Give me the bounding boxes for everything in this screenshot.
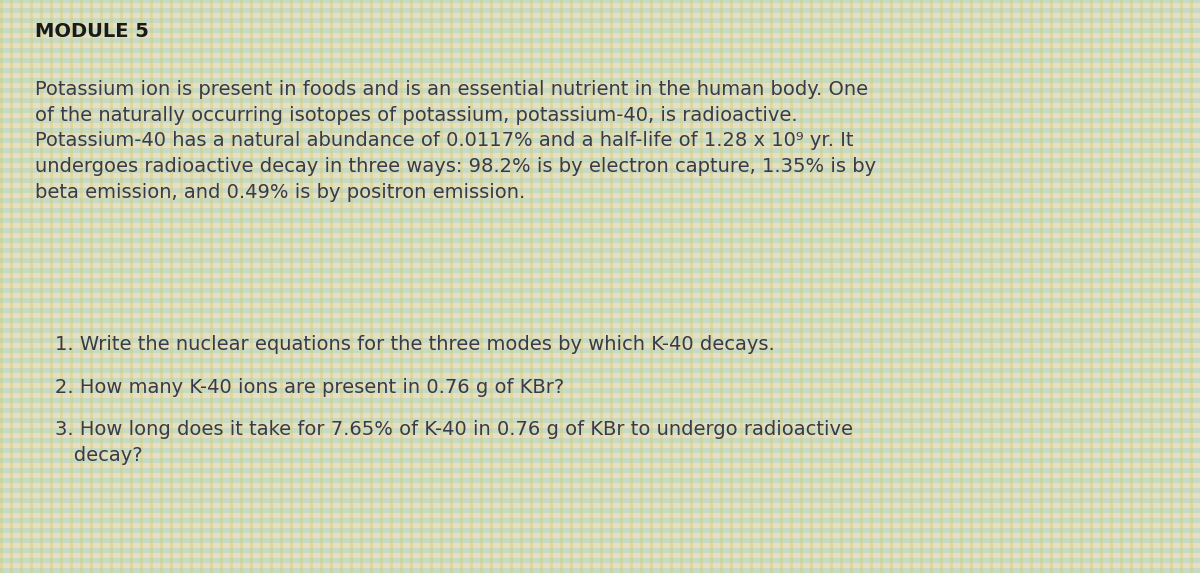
Text: MODULE 5: MODULE 5 bbox=[35, 22, 149, 41]
Text: 2. How many K-40 ions are present in 0.76 g of KBr?: 2. How many K-40 ions are present in 0.7… bbox=[55, 378, 564, 397]
Text: Potassium ion is present in foods and is an essential nutrient in the human body: Potassium ion is present in foods and is… bbox=[35, 80, 876, 202]
Text: 1. Write the nuclear equations for the three modes by which K-40 decays.: 1. Write the nuclear equations for the t… bbox=[55, 335, 775, 354]
Text: 3. How long does it take for 7.65% of K-40 in 0.76 g of KBr to undergo radioacti: 3. How long does it take for 7.65% of K-… bbox=[55, 420, 853, 465]
